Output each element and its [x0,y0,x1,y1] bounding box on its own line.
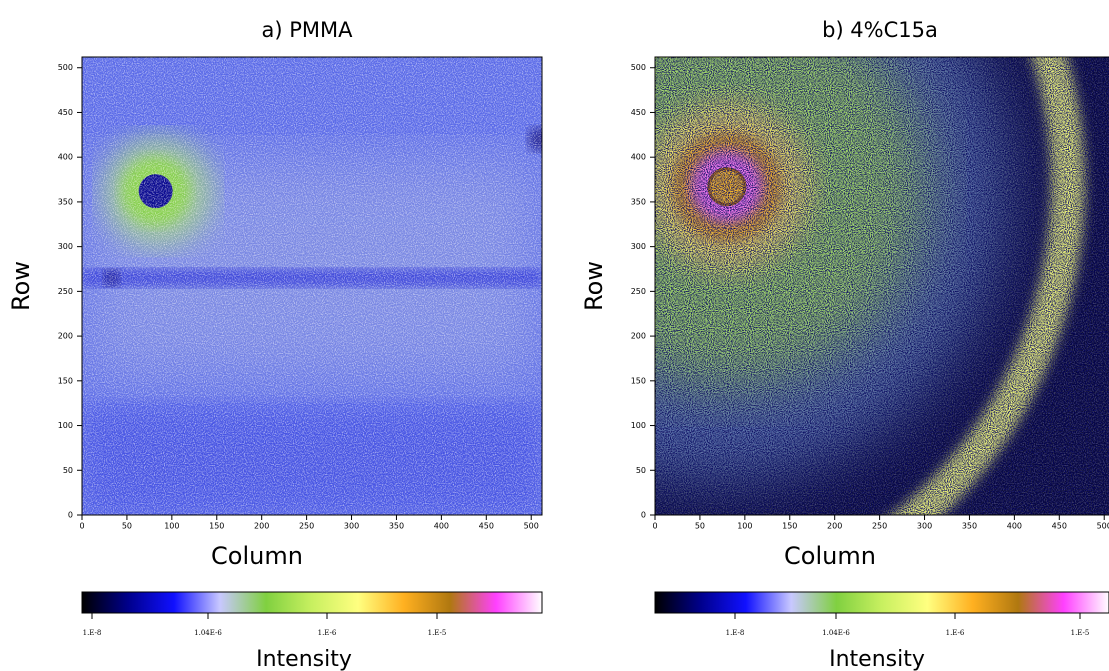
detector-image [82,57,542,515]
y-tick-label: 500 [58,63,73,72]
colorbar-label: Intensity [256,647,352,671]
x-tick-label: 50 [695,522,705,531]
image-noise [655,57,1109,515]
x-tick-label: 100 [737,522,752,531]
x-tick-label: 300 [344,522,359,531]
panel: a) PMMA 0 50 100 150 200 250 300 350 400 450 500 0 50… [7,18,543,671]
colorbar-tick-label: 1.E-8 [726,629,745,637]
x-tick-label: 350 [962,522,977,531]
x-tick-label: 0 [652,522,657,531]
colorbar-tick-label: 1.E-5 [1071,629,1090,637]
chart-title: a) PMMA [261,18,353,42]
y-tick-label: 400 [631,153,646,162]
x-tick-label: 150 [209,522,224,531]
x-axis-label: Column [211,542,303,570]
colorbar-tick-label: 1.E-6 [946,629,965,637]
y-tick-label: 50 [63,466,73,475]
y-tick-label: 0 [68,511,73,520]
y-tick-label: 200 [58,332,73,341]
x-tick-label: 300 [917,522,932,531]
x-tick-label: 450 [1052,522,1067,531]
x-tick-label: 200 [827,522,842,531]
y-tick-label: 50 [636,466,646,475]
y-tick-label: 300 [58,242,73,251]
x-tick-label: 250 [872,522,887,531]
x-tick-label: 150 [782,522,797,531]
x-tick-label: 50 [122,522,132,531]
y-tick-label: 450 [58,108,73,117]
image-noise [82,57,542,515]
y-tick-label: 500 [631,63,646,72]
y-tick-label: 250 [58,287,73,296]
plot-frame [81,56,543,516]
x-tick-label: 500 [1097,522,1109,531]
y-tick-label: 150 [58,376,73,385]
colorbar-tick-label: 1.E-5 [428,629,447,637]
plot-frame [654,56,1109,516]
x-tick-label: 100 [164,522,179,531]
colorbar-tick-label: 1.04E-6 [822,629,850,637]
x-tick-label: 250 [299,522,314,531]
y-tick-label: 300 [631,242,646,251]
x-tick-label: 500 [524,522,539,531]
y-axis-label: Row [7,261,35,311]
x-tick-label: 0 [79,522,84,531]
y-tick-label: 0 [641,511,646,520]
y-tick-label: 100 [631,421,646,430]
colorbar-tick-label: 1.E-6 [318,629,337,637]
y-axis-label: Row [580,261,608,311]
x-tick-label: 350 [389,522,404,531]
y-tick-label: 250 [631,287,646,296]
y-tick-label: 350 [58,197,73,206]
x-tick-label: 400 [434,522,449,531]
chart-title: b) 4%C15a [822,18,938,42]
colorbar [81,591,543,614]
colorbar [654,591,1109,614]
panel: b) 4%C15a 0 50 100 150 200 250 300 350 400 450 500 0… [580,18,1109,671]
y-tick-label: 450 [631,108,646,117]
y-tick-label: 350 [631,197,646,206]
detector-image [655,57,1109,515]
y-tick-label: 150 [631,376,646,385]
colorbar-label: Intensity [829,647,925,671]
y-tick-label: 400 [58,153,73,162]
x-tick-label: 200 [254,522,269,531]
colorbar-tick-label: 1.04E-6 [194,629,222,637]
y-tick-label: 200 [631,332,646,341]
y-tick-label: 100 [58,421,73,430]
x-axis-label: Column [784,542,876,570]
x-tick-label: 400 [1007,522,1022,531]
colorbar-tick-label: 1.E-8 [83,629,102,637]
x-tick-label: 450 [479,522,494,531]
